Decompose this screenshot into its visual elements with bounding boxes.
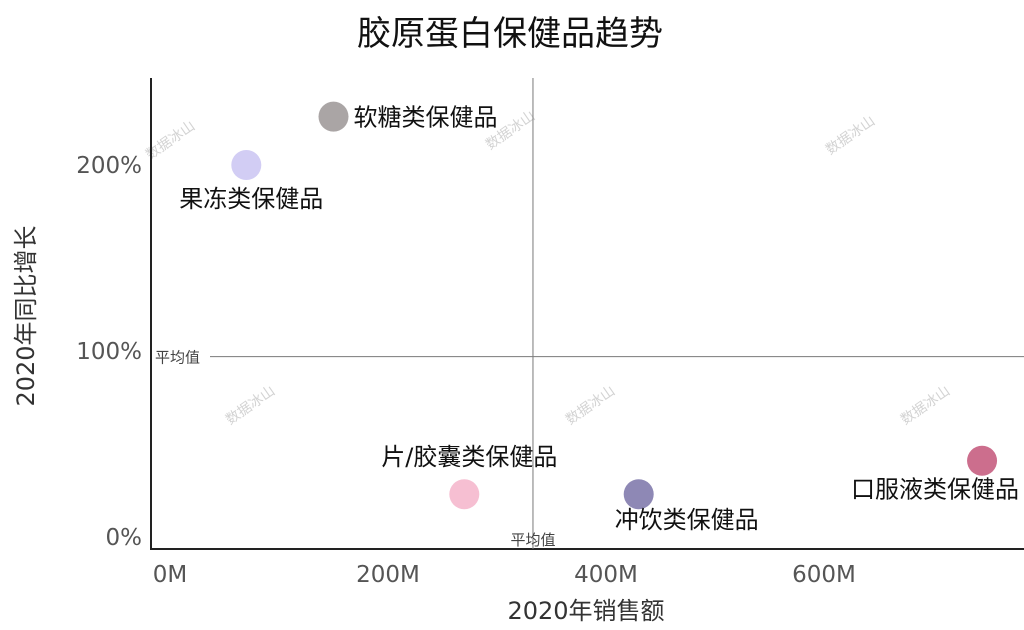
point-label: 冲饮类保健品 — [615, 506, 759, 534]
scatter-point — [967, 445, 998, 476]
point-label: 果冻类保健品 — [179, 185, 323, 213]
watermark: 数据冰山 — [223, 383, 278, 428]
chart-title: 胶原蛋白保健品趋势 — [357, 14, 663, 54]
x-axis-title: 2020年销售额 — [507, 597, 664, 625]
x-tick-label: 600M — [792, 562, 856, 588]
scatter-point — [231, 150, 262, 180]
watermark: 数据冰山 — [898, 383, 953, 428]
x-tick-labels: 0M 200M 400M 600M — [153, 562, 856, 588]
point-label: 片/胶囊类保健品 — [381, 443, 557, 471]
x-tick-label: 0M — [153, 562, 187, 588]
y-tick-label: 0% — [106, 525, 143, 551]
y-tick-label: 200% — [76, 153, 142, 179]
scatter-point — [623, 479, 654, 510]
point-label: 软糖类保健品 — [354, 104, 498, 132]
average-x-label: 平均值 — [510, 531, 555, 549]
watermark: 数据冰山 — [563, 383, 618, 428]
y-tick-labels: 0% 100% 200% — [76, 153, 142, 551]
scatter-point — [449, 479, 480, 510]
average-y-label: 平均值 — [155, 349, 200, 367]
watermark-text: 数据冰山 — [823, 113, 878, 158]
point-label: 口服液类保健品 — [851, 476, 1019, 504]
watermark: 数据冰山 — [823, 113, 878, 158]
x-tick-label: 200M — [356, 562, 420, 588]
watermark-text: 数据冰山 — [563, 383, 618, 428]
scatter-point — [318, 101, 349, 132]
watermark-text: 数据冰山 — [223, 383, 278, 428]
y-axis-title: 2020年同比增长 — [12, 225, 40, 406]
y-tick-label: 100% — [76, 339, 142, 365]
x-tick-label: 400M — [574, 562, 638, 588]
watermark-text: 数据冰山 — [898, 383, 953, 428]
